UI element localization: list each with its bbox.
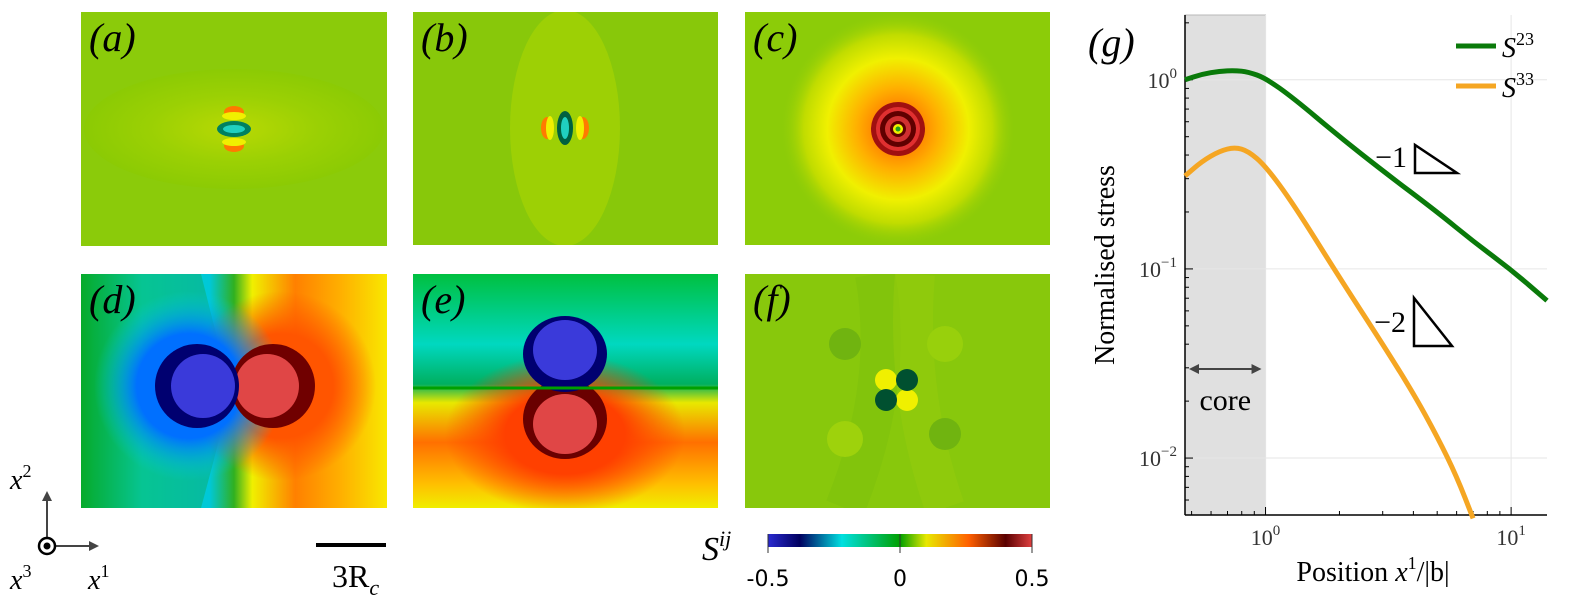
colorbar: Sij -0.5 0 0.5 — [702, 526, 1050, 592]
core-arrow-head-left — [1189, 364, 1199, 374]
axis-x2-label: x2 — [9, 461, 31, 496]
colorbar-tick-label: 0.5 — [1015, 567, 1050, 592]
slope-triangle-2 — [1412, 294, 1455, 348]
y-tick-label: 10−2 — [1139, 444, 1177, 471]
slope-label-1: −1 — [1375, 141, 1407, 174]
legend-label: S33 — [1502, 69, 1534, 104]
axis-x3-label: x3 — [9, 561, 31, 596]
panel-a-field — [81, 12, 387, 246]
series-line-33 — [1183, 145, 1476, 520]
slope-triangle-1 — [1413, 142, 1462, 175]
panel-c: (c) — [745, 12, 1050, 245]
panel-f: (f) — [745, 274, 1050, 508]
panel-d-field — [81, 274, 387, 508]
panel-e: (e) — [413, 274, 718, 508]
panel-e-field — [413, 274, 718, 508]
panel-d-label: (d) — [89, 277, 136, 322]
series-line-23 — [1184, 68, 1549, 303]
axis-x1-label: x1 — [87, 561, 109, 596]
y-tick-label: 100 — [1148, 66, 1178, 93]
scale-bar: 3Rc — [316, 543, 386, 600]
colorbar-symbol: Sij — [702, 526, 731, 568]
y-axis-label: Normalised stress — [1090, 165, 1121, 365]
core-region — [1184, 14, 1267, 516]
chart-g: (g) 100 101 100 10−1 10−2 core −1 −2 S23 S33 Norm… — [1088, 14, 1549, 588]
panel-b-label: (b) — [421, 15, 468, 60]
panel-c-label: (c) — [753, 15, 798, 60]
x-tick-label: 101 — [1496, 523, 1526, 550]
panel-e-label: (e) — [421, 277, 466, 322]
panel-c-field — [745, 12, 1050, 245]
panel-b: (b) — [413, 12, 718, 245]
panel-a: (a) — [81, 12, 387, 246]
legend-label: S23 — [1502, 29, 1534, 64]
core-arrow-head-right — [1251, 364, 1262, 374]
panel-b-field — [413, 12, 718, 245]
panel-a-label: (a) — [89, 15, 136, 60]
scale-bar-label: 3Rc — [332, 558, 379, 600]
colorbar-tick-label: 0 — [893, 567, 907, 592]
core-label: core — [1199, 384, 1251, 417]
plot-area: 100 101 100 10−1 10−2 core −1 −2 S23 S33 — [1139, 14, 1549, 550]
chart-panel-label: (g) — [1088, 20, 1135, 65]
panel-d: (d) — [81, 274, 387, 508]
x-tick-label: 100 — [1251, 523, 1281, 550]
x-axis-label: Position x1/|b| — [1296, 553, 1449, 588]
y-tick-label: 10−1 — [1139, 255, 1177, 282]
axes-indicator: x2 x3 x1 — [9, 461, 109, 596]
slope-label-2: −2 — [1374, 306, 1406, 339]
colorbar-tick-label: -0.5 — [747, 567, 790, 592]
panel-f-field — [745, 274, 1050, 508]
panel-f-label: (f) — [753, 277, 791, 322]
